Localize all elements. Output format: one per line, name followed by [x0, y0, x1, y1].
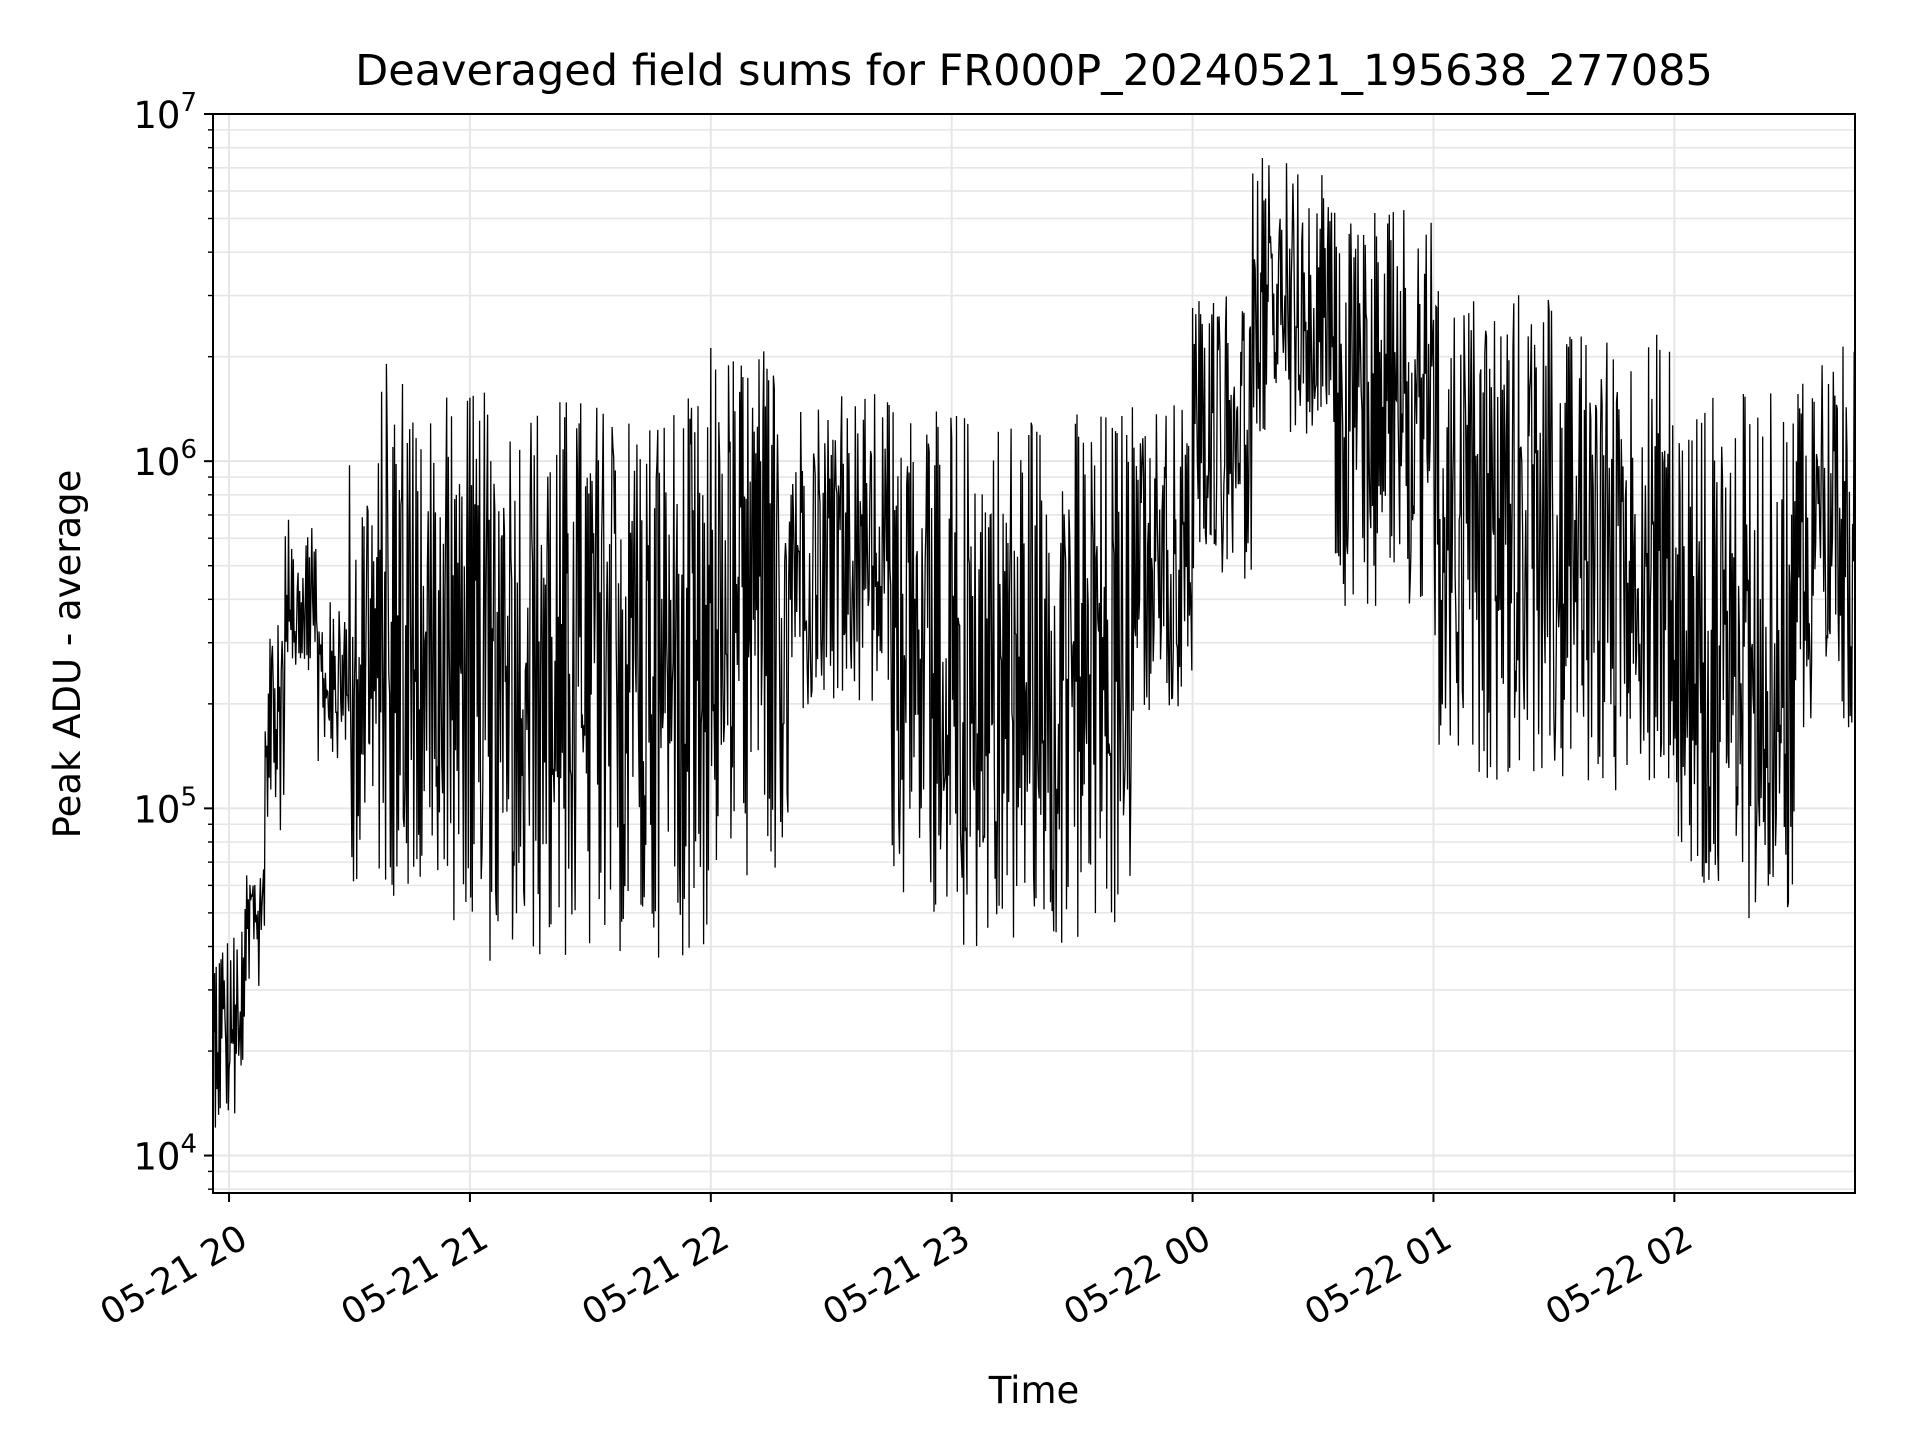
chart-title: Deaveraged field sums for FR000P_2024052…: [355, 46, 1713, 96]
series-line: [212, 157, 1855, 1128]
x-tick-label: 05-21 21: [335, 1217, 496, 1333]
x-tick-label: 05-21 20: [94, 1217, 255, 1333]
y-tick-label: 106: [133, 435, 197, 484]
x-tick-label: 05-22 01: [1298, 1217, 1459, 1333]
x-axis-label: Time: [988, 1369, 1080, 1412]
y-tick-label: 104: [133, 1130, 197, 1179]
x-tick-label: 05-21 23: [816, 1217, 977, 1333]
line-layer: [212, 157, 1855, 1128]
x-tick-label: 05-21 22: [575, 1217, 736, 1333]
x-tick-label: 05-22 02: [1539, 1217, 1700, 1333]
plot-frame: [212, 113, 1856, 1194]
y-tick-label: 105: [133, 782, 197, 831]
y-axis-label: Peak ADU - average: [46, 470, 89, 839]
x-tick-label: 05-22 00: [1057, 1217, 1218, 1333]
y-tick-label: 107: [133, 88, 197, 137]
tick-layer: [204, 113, 1676, 1202]
